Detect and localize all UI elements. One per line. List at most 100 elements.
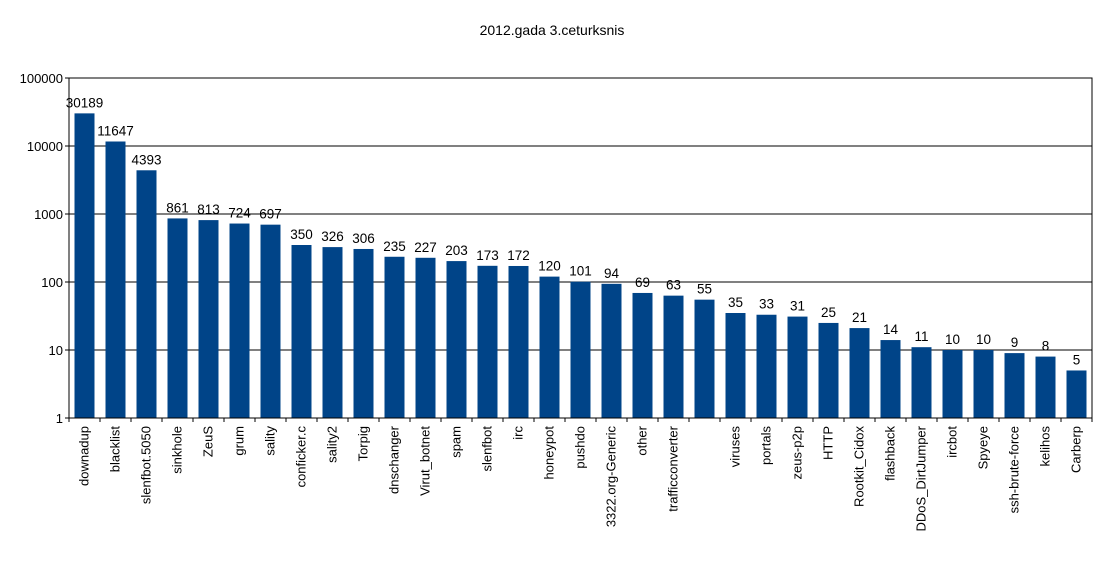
bar [1066, 370, 1087, 418]
x-tick-label: other [635, 425, 650, 455]
data-label: 31 [790, 299, 805, 314]
bar [663, 295, 684, 418]
x-tick-label: sality2 [325, 426, 340, 463]
data-labels: 30189 11647 4393 861 813 724 697 350 326 306 235 22… [66, 95, 1081, 367]
bar [725, 313, 746, 418]
bar [136, 170, 157, 418]
data-label: 724 [228, 206, 251, 221]
x-tick-label: kelihos [1038, 426, 1053, 467]
bar [508, 265, 529, 418]
y-tick-label: 100000 [20, 71, 63, 86]
x-tick-label: Torpig [356, 426, 371, 461]
data-label: 55 [697, 282, 712, 297]
data-label: 25 [821, 305, 836, 320]
x-tick-label: irc [511, 426, 526, 440]
data-label: 203 [445, 243, 468, 258]
x-tick-label: Carberp [1069, 426, 1084, 473]
data-label: 306 [352, 231, 375, 246]
y-tick-label: 1000 [34, 207, 63, 222]
data-label: 101 [569, 264, 592, 279]
data-label: 5 [1073, 352, 1081, 367]
x-tick-label: pushdo [573, 426, 588, 469]
x-tick-label: HTTP [821, 426, 836, 460]
x-tick-label: ssh-brute-force [1007, 426, 1022, 513]
x-tick-label: 3322.org-Generic [604, 426, 619, 528]
data-label: 10 [976, 332, 991, 347]
bar [446, 261, 467, 418]
bar [849, 328, 870, 418]
x-tick-label: zeus-p2p [790, 426, 805, 479]
data-label: 227 [414, 240, 437, 255]
data-label: 69 [635, 275, 650, 290]
data-label: 10 [945, 332, 960, 347]
x-tick-label: blacklist [108, 426, 123, 473]
x-tick-label: honeypot [542, 426, 557, 480]
x-tick-label: DDoS_DirtJumper [914, 425, 929, 531]
bars [74, 113, 1087, 418]
bar [167, 218, 188, 418]
data-label: 35 [728, 295, 743, 310]
bar [384, 256, 405, 418]
bar [291, 245, 312, 418]
x-axis-labels: downadup blacklist slenfbot.5050 sinkhole Ze… [68, 418, 1093, 531]
data-label: 33 [759, 297, 774, 312]
bar [942, 350, 963, 418]
data-label: 8 [1042, 339, 1050, 354]
bar [415, 257, 436, 418]
x-tick-label: Virut_botnet [418, 426, 433, 496]
data-label: 861 [166, 200, 189, 215]
x-tick-label: spam [449, 426, 464, 458]
data-label: 63 [666, 278, 681, 293]
data-label: 11647 [97, 123, 134, 138]
bar [601, 283, 622, 418]
chart-title: 2012.gada 3.ceturksnis [480, 22, 625, 38]
bar [911, 347, 932, 418]
x-tick-label: downadup [77, 426, 92, 486]
x-tick-label: sality [263, 426, 278, 456]
data-label: 11 [914, 329, 928, 344]
bar [353, 248, 374, 418]
data-label: 173 [476, 248, 499, 263]
data-label: 9 [1011, 335, 1019, 350]
bar [1004, 353, 1025, 418]
x-tick-label: portals [759, 426, 774, 466]
bar [818, 322, 839, 418]
x-tick-label: slenfbot.5050 [139, 426, 154, 504]
data-label: 235 [383, 239, 406, 254]
bar [880, 340, 901, 418]
x-tick-label: conficker.c [294, 426, 309, 488]
x-tick-label: grum [232, 426, 247, 456]
data-label: 4393 [131, 152, 161, 167]
x-tick-label: dnschanger [387, 425, 402, 494]
x-tick-label: sinkhole [170, 426, 185, 474]
data-label: 172 [507, 248, 530, 263]
x-tick-label: ZeuS [201, 426, 216, 457]
y-axis-ticks: 1 10 100 1000 10000 100000 [20, 71, 69, 426]
data-label: 326 [321, 229, 344, 244]
x-tick-label: slenfbot [480, 426, 495, 472]
bar [632, 292, 653, 418]
axes [68, 77, 1093, 419]
bar [570, 281, 591, 418]
data-label: 697 [259, 207, 282, 222]
bar [198, 220, 219, 418]
bar [787, 316, 808, 418]
bar [477, 265, 498, 418]
y-tick-label: 100 [41, 275, 63, 290]
bar [229, 223, 250, 418]
plot-border [68, 77, 1093, 419]
data-label: 94 [604, 266, 620, 281]
data-label: 813 [197, 202, 220, 217]
bar [694, 299, 715, 418]
y-tick-label: 10 [49, 343, 63, 358]
x-tick-label: Spyeye [976, 426, 991, 469]
x-tick-label: trafficconverter [666, 425, 681, 511]
data-label: 120 [538, 259, 561, 274]
bar [973, 350, 994, 418]
x-tick-label: viruses [728, 426, 743, 468]
bar [539, 276, 560, 418]
data-label: 350 [290, 227, 313, 242]
x-tick-label: Rootkit_Cidox [852, 426, 867, 507]
